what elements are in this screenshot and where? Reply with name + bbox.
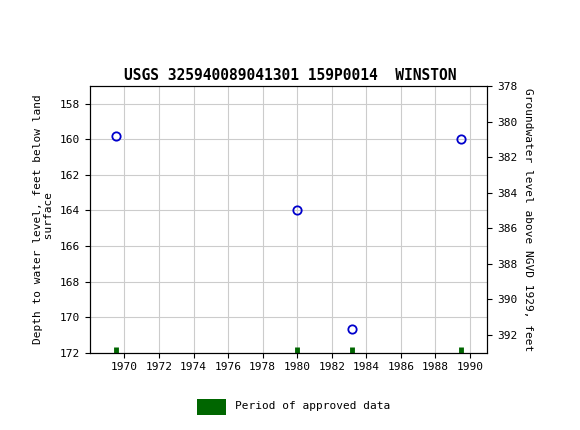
Y-axis label: Depth to water level, feet below land
 surface: Depth to water level, feet below land su… xyxy=(33,95,55,344)
Text: Period of approved data: Period of approved data xyxy=(235,401,390,412)
Text: ≡USGS: ≡USGS xyxy=(17,17,72,35)
Y-axis label: Groundwater level above NGVD 1929, feet: Groundwater level above NGVD 1929, feet xyxy=(523,88,532,351)
Text: USGS 325940089041301 159P0014  WINSTON: USGS 325940089041301 159P0014 WINSTON xyxy=(124,68,456,83)
Bar xyxy=(197,399,226,415)
